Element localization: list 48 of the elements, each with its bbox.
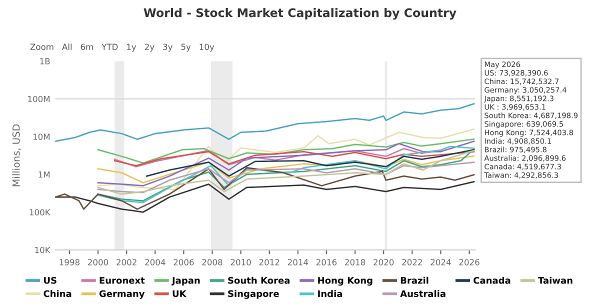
line-series [97, 138, 475, 164]
legend-label: Taiwan [538, 276, 572, 284]
legend-label: Germany [99, 290, 145, 299]
y-axis-title: Millions, USD [12, 124, 21, 186]
x-tick-label: 2018 [345, 259, 366, 266]
x-tick-label: 1998 [60, 259, 80, 266]
line-series [55, 181, 475, 213]
line-series [55, 167, 475, 210]
line-series [146, 148, 475, 177]
legend-label: China [44, 290, 72, 298]
x-tick-label: 2002 [116, 259, 136, 266]
legend-label: Brazil [400, 276, 428, 284]
x-tick-label: 2008 [202, 259, 222, 266]
text: Zoom All 6m YTD 1y 2y 3y 5y 10y [30, 44, 214, 52]
chart-title: World - Stock Market Capitalization by Country [144, 8, 456, 20]
x-tick-label: 2022 [402, 259, 422, 266]
legend-label: Euronext [100, 277, 145, 284]
y-tick-label: 1M [38, 171, 50, 178]
line-series [114, 150, 475, 166]
x-tick-label: 2026 [459, 259, 480, 266]
y-tick-label: 10M [33, 134, 50, 140]
x-tick-label: 2000 [88, 259, 108, 266]
x-tick-label: 2020 [374, 259, 394, 266]
line-series [97, 155, 475, 184]
x-tick-label: 2010 [230, 259, 251, 266]
x-tick-label: 2024 [430, 259, 451, 266]
legend-label: Japan [171, 277, 200, 286]
legend-label: Singapore [228, 290, 279, 299]
line-series [55, 103, 475, 142]
legend-label: India [318, 290, 342, 298]
y-tick-label: 100M [28, 96, 50, 102]
legend-label: Australia [400, 290, 446, 298]
legend-label: Hong Kong [318, 277, 372, 286]
y-tick-label: 10K [35, 246, 51, 254]
x-tick-label: 2012 [259, 259, 280, 266]
line-series [97, 162, 475, 194]
y-tick-label: 1B [40, 58, 50, 64]
line-series [97, 140, 475, 186]
legend-label: South Korea [228, 276, 290, 284]
y-tick-label: 100K [30, 209, 51, 216]
legend-label: Canada [474, 276, 510, 284]
x-tick-label: 2004 [145, 259, 166, 266]
x-tick-label: 2006 [174, 259, 194, 266]
line-series [97, 128, 475, 190]
x-tick-label: 2016 [316, 259, 337, 266]
legend-label: US [44, 276, 56, 284]
legend-label: UK [172, 290, 187, 298]
x-tick-label: 2014 [288, 259, 308, 266]
